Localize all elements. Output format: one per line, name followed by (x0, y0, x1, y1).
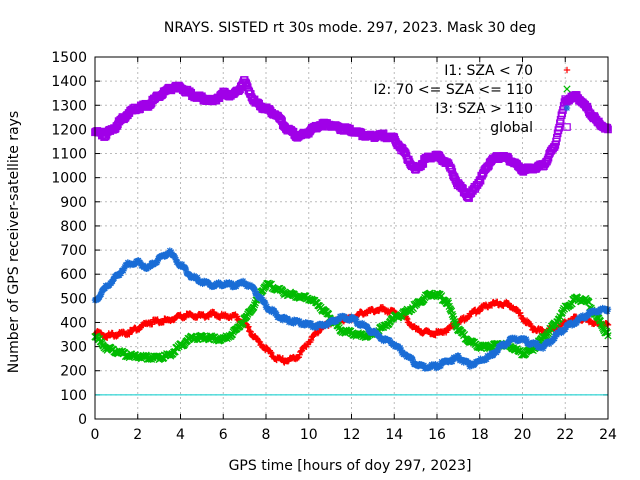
data-point (450, 318, 459, 326)
y-tick-label: 300 (60, 340, 87, 356)
data-point (417, 162, 425, 171)
y-tick-label: 600 (60, 267, 87, 283)
data-point (505, 300, 512, 307)
x-tick-label: 14 (385, 427, 403, 443)
y-tick-label: 0 (78, 412, 87, 428)
x-tick-label: 0 (91, 427, 100, 443)
data-point (543, 157, 551, 166)
y-tick-label: 500 (60, 291, 87, 307)
data-point (550, 142, 559, 151)
data-point (505, 339, 512, 346)
y-tick-label: 700 (60, 243, 87, 259)
plot-frame (94, 56, 609, 420)
legend-item: global (490, 120, 571, 136)
data-point (245, 323, 252, 330)
chart-title: NRAYS. SISTED rt 30s mode. 297, 2023. Ma… (164, 20, 536, 36)
data-point (450, 315, 458, 323)
data-point (250, 303, 258, 311)
data-point (448, 310, 456, 319)
data-point (555, 123, 563, 132)
x-tick-label: 2 (133, 427, 142, 443)
data-point (267, 349, 274, 356)
data-point (233, 313, 241, 320)
y-tick-label: 200 (60, 364, 87, 380)
y-tick-label: 900 (60, 195, 87, 211)
data-point (517, 309, 524, 317)
data-point (242, 79, 251, 88)
legend-label: I3: SZA > 110 (435, 101, 533, 117)
x-tick-label: 18 (471, 427, 489, 443)
data-point (307, 336, 315, 344)
y-tick-label: 1300 (51, 98, 87, 114)
data-point (246, 328, 254, 335)
x-tick-label: 4 (176, 427, 185, 443)
y-tick-label: 100 (60, 388, 87, 404)
x-tick-label: 6 (219, 427, 228, 443)
y-tick-label: 1500 (51, 50, 87, 66)
data-point (404, 315, 411, 323)
data-point (247, 328, 254, 336)
x-tick-label: 22 (556, 427, 574, 443)
y-tick-label: 800 (60, 219, 87, 235)
y-tick-label: 400 (60, 315, 87, 331)
data-point (557, 111, 566, 120)
data-point (444, 297, 452, 305)
data-point (446, 163, 455, 172)
x-tick-label: 20 (514, 427, 532, 443)
data-point (268, 349, 275, 357)
data-point (603, 123, 612, 132)
series-i3 (91, 247, 612, 372)
legend: I1: SZA < 70 I2: 70 <= SZA <= 110 I3: SZA … (373, 63, 571, 136)
series-layer (91, 76, 612, 372)
data-point (445, 302, 453, 311)
data-point (400, 147, 409, 156)
axis-ticks: 0 2 4 6 8 10 12 14 16 18 20 22 240100200300400500600… (51, 50, 617, 443)
y-tick-label: 1000 (51, 171, 87, 187)
data-point (553, 133, 561, 142)
legend-marker (563, 104, 571, 112)
data-point (476, 176, 485, 185)
x-tick-label: 8 (262, 427, 271, 443)
data-point (126, 331, 133, 338)
data-point (544, 330, 553, 338)
legend-marker (563, 85, 571, 93)
legend-marker (563, 66, 571, 74)
data-point (559, 106, 567, 114)
legend-label: I1: SZA < 70 (444, 63, 533, 79)
data-point (465, 194, 473, 202)
x-axis-label: GPS time [hours of doy 297, 2023] (229, 458, 472, 474)
y-tick-label: 1100 (51, 147, 87, 163)
data-point (166, 350, 174, 358)
data-point (250, 301, 259, 309)
data-point (228, 330, 237, 338)
y-tick-label: 1400 (51, 74, 87, 90)
legend-item: I2: 70 <= SZA <= 110 (373, 82, 571, 98)
legend-item: I1: SZA < 70 (444, 63, 571, 79)
legend-label: I2: 70 <= SZA <= 110 (373, 82, 533, 98)
y-tick-label: 1200 (51, 122, 87, 138)
x-tick-label: 12 (343, 427, 361, 443)
y-axis-label: Number of GPS receiver-satellite rays (6, 111, 22, 373)
legend-item: I3: SZA > 110 (435, 101, 571, 117)
x-tick-label: 10 (300, 427, 318, 443)
legend-label: global (490, 120, 533, 136)
data-point (314, 329, 322, 337)
x-tick-label: 16 (428, 427, 446, 443)
legend-marker (563, 123, 571, 131)
x-tick-label: 24 (599, 427, 617, 443)
